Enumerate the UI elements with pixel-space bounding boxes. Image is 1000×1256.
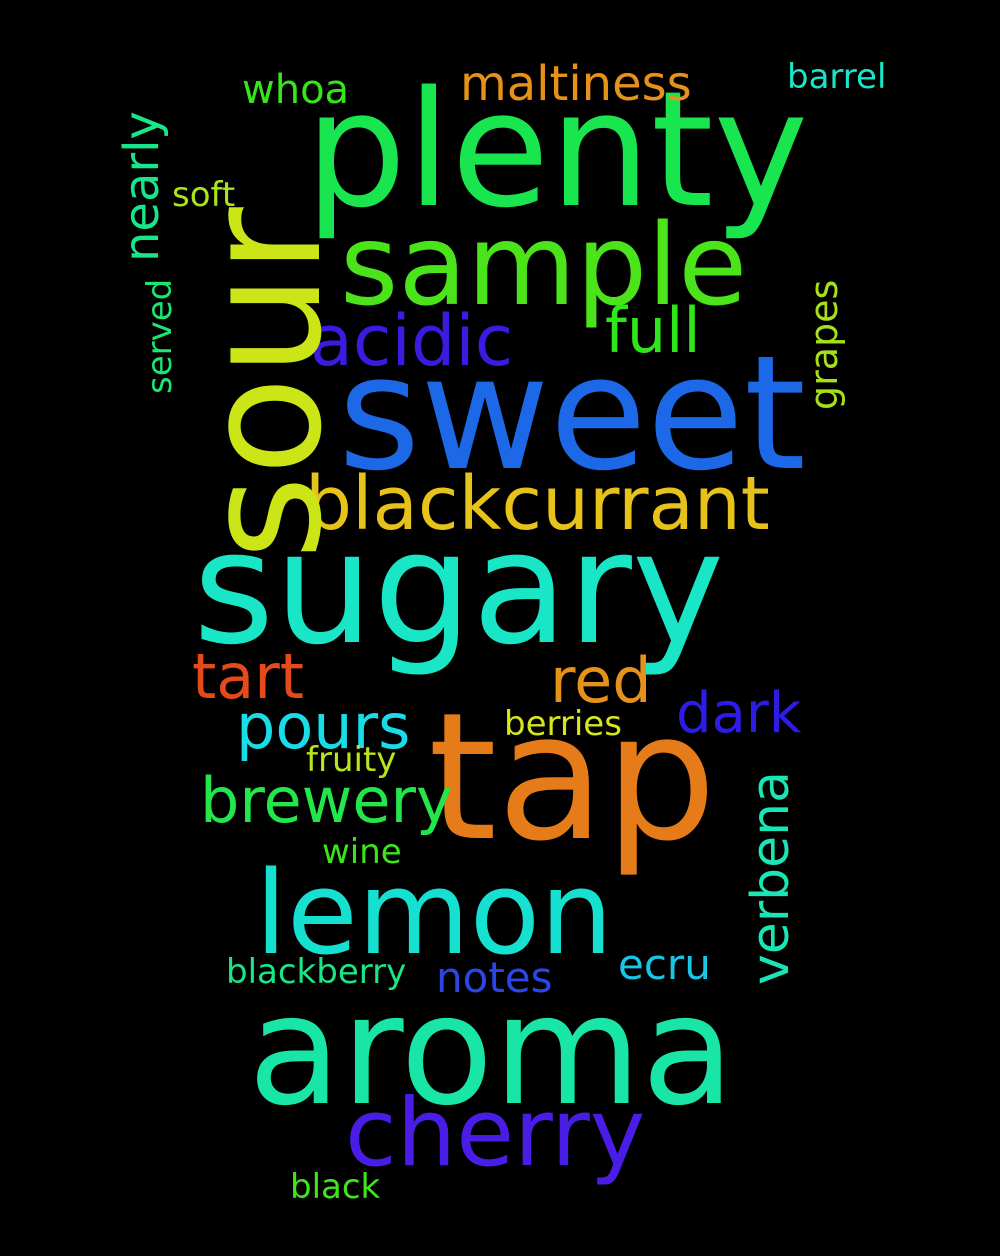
- word-notes: notes: [436, 953, 553, 1002]
- word-served: served: [140, 278, 180, 394]
- word-tap: tap: [428, 675, 717, 880]
- word-cherry: cherry: [345, 1079, 646, 1188]
- word-grapes: grapes: [802, 279, 846, 410]
- word-nearly: nearly: [114, 111, 170, 262]
- word-whoa: whoa: [242, 67, 350, 113]
- word-plenty: plenty: [305, 56, 809, 243]
- word-sour: sour: [170, 207, 358, 560]
- word-acidic: acidic: [310, 300, 514, 382]
- word-tart: tart: [192, 640, 305, 713]
- word-maltiness: maltiness: [460, 56, 692, 112]
- word-blackberry: blackberry: [226, 952, 407, 992]
- word-ecru: ecru: [618, 940, 711, 989]
- word-pours: pours: [236, 690, 411, 763]
- word-lemon: lemon: [255, 847, 613, 981]
- word-berries: berries: [504, 704, 622, 744]
- word-barrel: barrel: [787, 57, 887, 97]
- word-soft: soft: [172, 175, 236, 215]
- word-full: full: [605, 294, 701, 367]
- word-black: black: [290, 1167, 381, 1207]
- word-verbena: verbena: [741, 771, 801, 985]
- word-brewery: brewery: [200, 764, 453, 837]
- word-red: red: [550, 644, 652, 717]
- word-dark: dark: [676, 681, 802, 746]
- word-blackcurrant: blackcurrant: [305, 461, 770, 547]
- word-sweet: sweet: [338, 322, 806, 506]
- word-wine: wine: [322, 832, 402, 872]
- word-aroma: aroma: [248, 962, 735, 1139]
- word-fruity: fruity: [306, 740, 397, 780]
- word-sample: sample: [340, 201, 748, 331]
- word-sugary: sugary: [193, 497, 725, 679]
